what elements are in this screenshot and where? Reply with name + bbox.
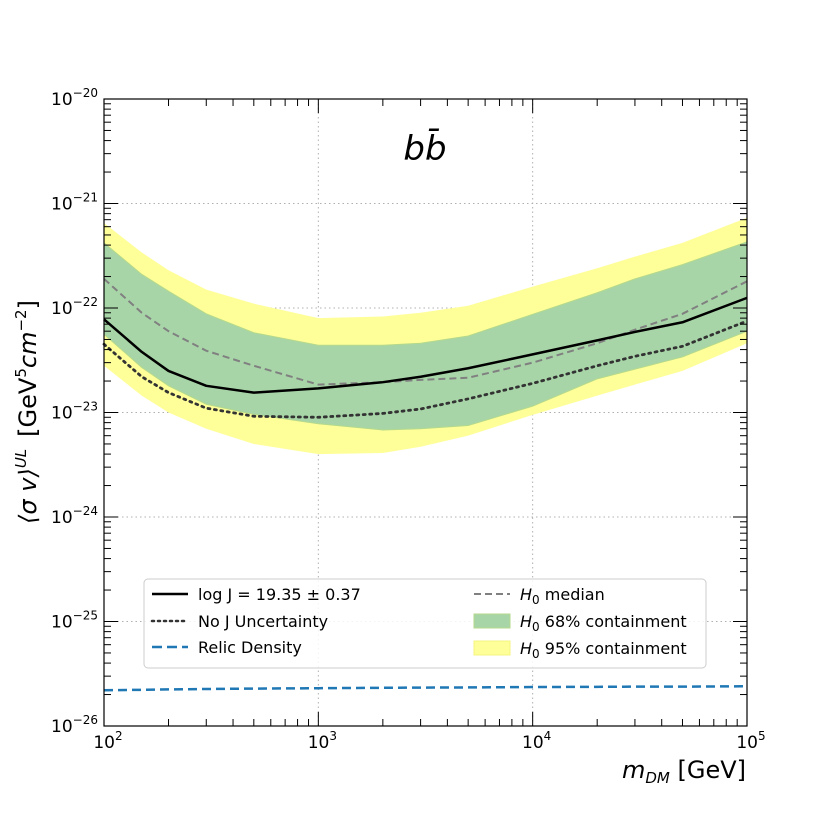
tick-labels: 102 103 104 105 10−26 10−25 10−24 10−23 10−22 10−… <box>51 86 766 753</box>
legend-label-median: H0 median <box>520 585 605 607</box>
legend: log J = 19.35 ± 0.37 No J Uncertainty Re… <box>143 578 707 669</box>
y-tick-label: 10−22 <box>51 295 98 319</box>
legend-label-95: H0 95% containment <box>520 639 687 661</box>
y-tick-label: 10−24 <box>51 504 98 528</box>
legend-label-logj: log J = 19.35 ± 0.37 <box>198 585 361 604</box>
legend-label-relic: Relic Density <box>198 638 302 657</box>
x-tick-label: 102 <box>93 729 122 753</box>
y-tick-label: 10−20 <box>51 86 98 110</box>
y-tick-label: 10−25 <box>51 609 98 633</box>
x-tick-label: 104 <box>522 729 551 753</box>
y-tick-label: 10−21 <box>51 191 98 215</box>
legend-swatch-68 <box>473 613 511 629</box>
x-tick-label: 105 <box>736 729 765 753</box>
legend-label-68: H0 68% containment <box>520 612 687 634</box>
legend-swatch-95 <box>473 640 511 656</box>
series-line-nouncert <box>102 319 749 419</box>
series-line-logj <box>103 296 748 394</box>
series-line-median <box>103 278 748 386</box>
series-lines <box>102 278 749 692</box>
y-tick-label: 10−26 <box>51 713 98 737</box>
legend-label-nouncert: No J Uncertainty <box>198 612 328 631</box>
x-tick-label: 103 <box>308 729 337 753</box>
y-axis-title: ⟨σ v⟩UL[GeV5cm−2] <box>12 300 42 524</box>
series-line-relic <box>103 685 748 692</box>
legend-box <box>143 578 707 669</box>
annotation-bbbar: bb̄ <box>403 128 446 169</box>
y-tick-label: 10−23 <box>51 400 98 424</box>
x-axis-title: mDM [GeV] <box>622 756 746 787</box>
axis-ticks <box>103 98 748 727</box>
